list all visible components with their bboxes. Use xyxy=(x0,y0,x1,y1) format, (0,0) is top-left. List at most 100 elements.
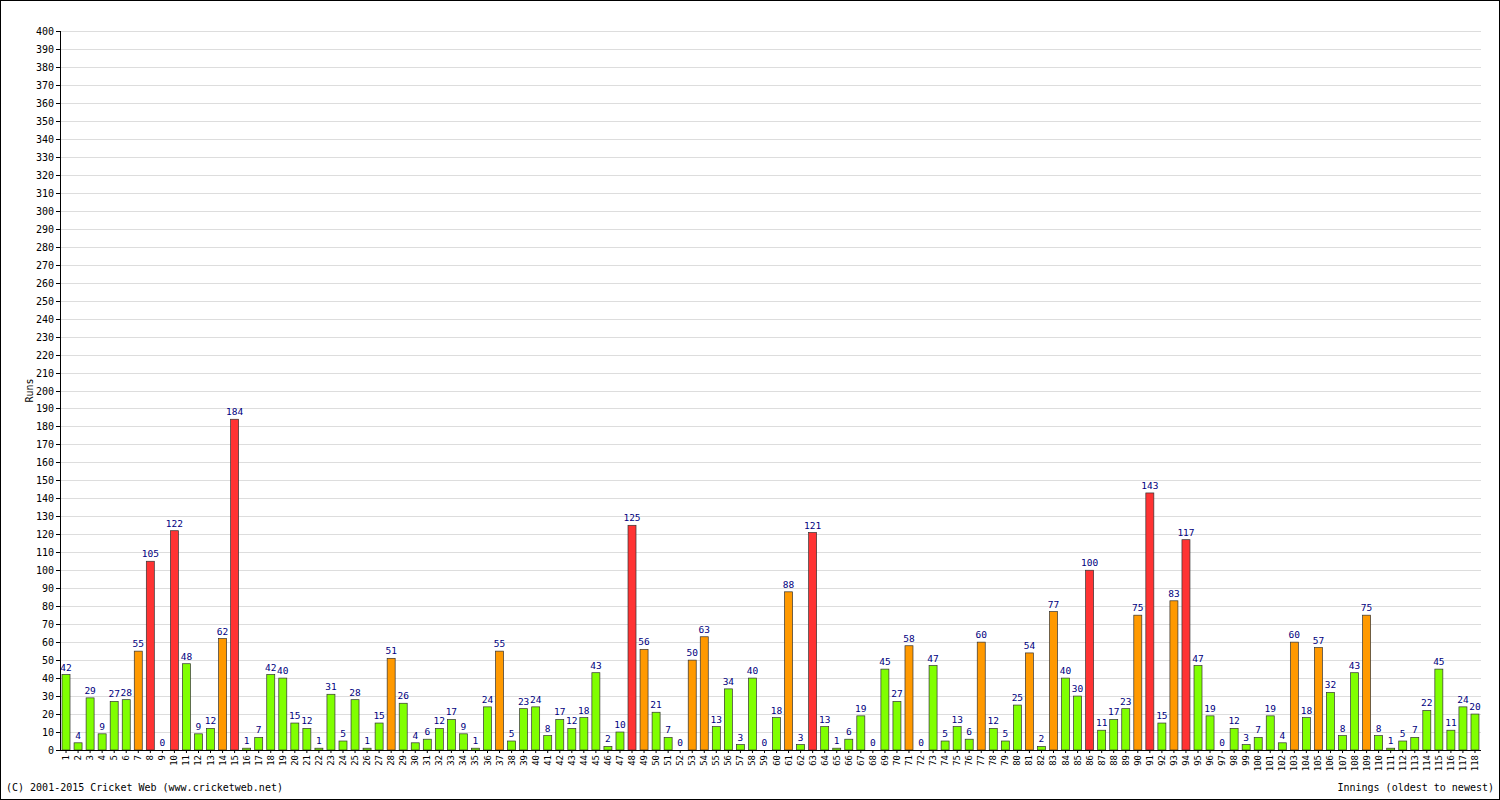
x-tick-label: 14 xyxy=(218,755,228,766)
grid-line xyxy=(60,570,1481,571)
grid-line xyxy=(60,175,1481,176)
x-tick xyxy=(764,750,765,753)
bar xyxy=(604,746,612,750)
x-tick-label: 59 xyxy=(759,755,769,766)
y-tick xyxy=(56,85,60,86)
x-tick-label: 115 xyxy=(1434,755,1444,771)
y-tick-label: 120 xyxy=(36,529,54,540)
data-label: 8 xyxy=(1376,723,1382,734)
x-tick xyxy=(1282,750,1283,753)
y-tick-label: 210 xyxy=(36,368,54,379)
data-label: 4 xyxy=(1279,730,1285,741)
grid-line xyxy=(60,606,1481,607)
bar xyxy=(219,639,227,750)
data-label: 5 xyxy=(942,728,948,739)
y-tick-label: 30 xyxy=(42,691,54,702)
x-tick-label: 63 xyxy=(808,755,818,766)
bar xyxy=(146,561,154,750)
y-tick-label: 400 xyxy=(36,26,54,37)
data-label: 48 xyxy=(181,651,193,662)
bar xyxy=(484,707,492,750)
x-tick xyxy=(1390,750,1391,753)
x-tick-label: 21 xyxy=(302,755,312,766)
x-tick-label: 66 xyxy=(844,755,854,766)
bar xyxy=(1086,570,1094,750)
x-tick-label: 60 xyxy=(772,755,782,766)
x-tick xyxy=(1041,750,1042,753)
x-tick xyxy=(535,750,536,753)
x-tick-label: 3 xyxy=(85,755,95,760)
x-tick-label: 1 xyxy=(61,755,71,760)
y-tick xyxy=(56,732,60,733)
x-tick xyxy=(1005,750,1006,753)
bar xyxy=(363,748,371,750)
data-label: 75 xyxy=(1361,602,1372,613)
x-tick xyxy=(824,750,825,753)
x-tick-label: 79 xyxy=(1000,755,1010,766)
data-label: 7 xyxy=(1255,724,1261,735)
data-label: 3 xyxy=(738,732,744,743)
data-label: 0 xyxy=(1219,737,1225,748)
bar xyxy=(1411,737,1419,750)
x-tick xyxy=(487,750,488,753)
x-tick-label: 99 xyxy=(1241,755,1251,766)
x-tick-label: 19 xyxy=(278,755,288,766)
x-tick-label: 39 xyxy=(519,755,529,766)
x-tick-label: 30 xyxy=(410,755,420,766)
bar xyxy=(652,712,660,750)
x-tick xyxy=(162,750,163,753)
x-tick xyxy=(186,750,187,753)
x-tick xyxy=(126,750,127,753)
x-tick-label: 116 xyxy=(1446,755,1456,771)
x-tick xyxy=(872,750,873,753)
x-tick-label: 118 xyxy=(1470,755,1480,771)
x-tick xyxy=(1414,750,1415,753)
grid-line xyxy=(60,516,1481,517)
bar xyxy=(86,698,94,750)
data-label: 30 xyxy=(1072,683,1084,694)
y-axis xyxy=(60,31,61,750)
data-label: 43 xyxy=(590,660,601,671)
bar xyxy=(712,727,720,750)
x-tick xyxy=(583,750,584,753)
x-tick xyxy=(1029,750,1030,753)
x-tick-label: 103 xyxy=(1289,755,1299,771)
data-label: 55 xyxy=(494,638,505,649)
y-tick xyxy=(56,552,60,553)
data-label: 40 xyxy=(1060,665,1072,676)
x-tick xyxy=(78,750,79,753)
x-tick-label: 17 xyxy=(254,755,264,766)
data-label: 29 xyxy=(84,685,96,696)
bar xyxy=(447,719,455,750)
grid-line xyxy=(60,139,1481,140)
y-tick xyxy=(56,319,60,320)
x-tick-label: 29 xyxy=(398,755,408,766)
bar xyxy=(351,700,359,750)
x-tick-label: 68 xyxy=(868,755,878,766)
bar xyxy=(917,750,925,751)
x-tick xyxy=(66,750,67,753)
data-label: 20 xyxy=(1469,701,1481,712)
bar xyxy=(1278,743,1286,750)
y-tick xyxy=(56,678,60,679)
x-tick-label: 80 xyxy=(1012,755,1022,766)
bar xyxy=(893,701,901,750)
bar xyxy=(1387,748,1395,750)
x-tick xyxy=(776,750,777,753)
data-label: 4 xyxy=(75,730,81,741)
x-tick xyxy=(318,750,319,753)
data-label: 100 xyxy=(1081,557,1098,568)
x-tick xyxy=(728,750,729,753)
x-tick xyxy=(1053,750,1054,753)
x-tick-label: 20 xyxy=(290,755,300,766)
x-tick xyxy=(415,750,416,753)
y-tick-label: 80 xyxy=(42,601,54,612)
x-tick xyxy=(1366,750,1367,753)
data-label: 17 xyxy=(1108,706,1119,717)
data-label: 6 xyxy=(424,726,430,737)
data-label: 1 xyxy=(1388,735,1394,746)
y-tick xyxy=(56,103,60,104)
y-tick xyxy=(56,49,60,50)
y-tick-label: 250 xyxy=(36,296,54,307)
x-tick-label: 11 xyxy=(181,755,191,766)
